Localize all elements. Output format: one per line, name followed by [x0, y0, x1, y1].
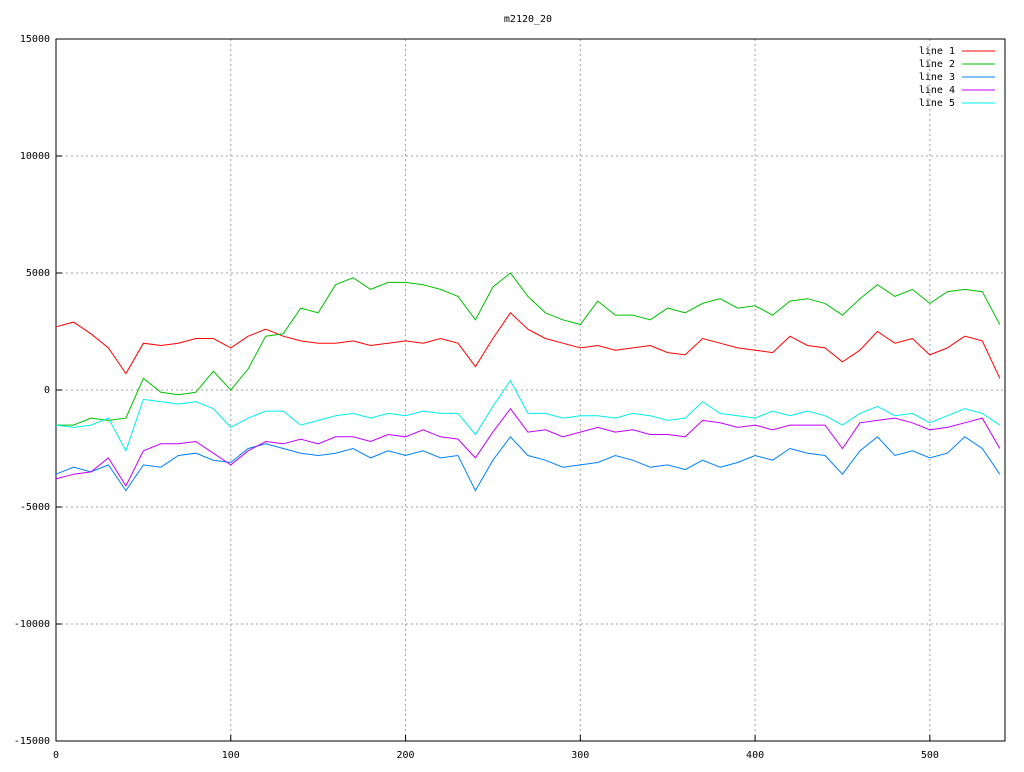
x-tick-label: 400 — [746, 750, 764, 761]
x-tick-label: 300 — [571, 750, 589, 761]
legend-label: line 3 — [919, 72, 955, 83]
y-tick-label: 5000 — [26, 268, 50, 279]
data-line — [56, 272, 1001, 426]
plot-frame — [55, 38, 1006, 742]
data-line — [55, 407, 1001, 487]
y-tick-label: 15000 — [20, 34, 50, 45]
legend-label: line 4 — [919, 85, 955, 96]
data-line — [55, 436, 1001, 492]
y-tick-label: -15000 — [14, 736, 50, 747]
x-tick-label: 500 — [921, 750, 939, 761]
legend-label: line 1 — [919, 46, 955, 57]
legend-label: line 5 — [919, 98, 955, 109]
y-tick-label: 0 — [44, 385, 50, 396]
data-line — [55, 379, 1001, 453]
data-line — [55, 312, 1001, 379]
x-tick-label: 200 — [397, 750, 415, 761]
x-tick-label: 100 — [222, 750, 240, 761]
y-tick-label: 10000 — [20, 151, 50, 162]
y-tick-label: -5000 — [20, 502, 50, 513]
x-tick-label: 0 — [53, 750, 59, 761]
chart-title: m2120_20 — [504, 14, 552, 25]
y-tick-label: -10000 — [14, 619, 50, 630]
legend-label: line 2 — [919, 59, 955, 70]
